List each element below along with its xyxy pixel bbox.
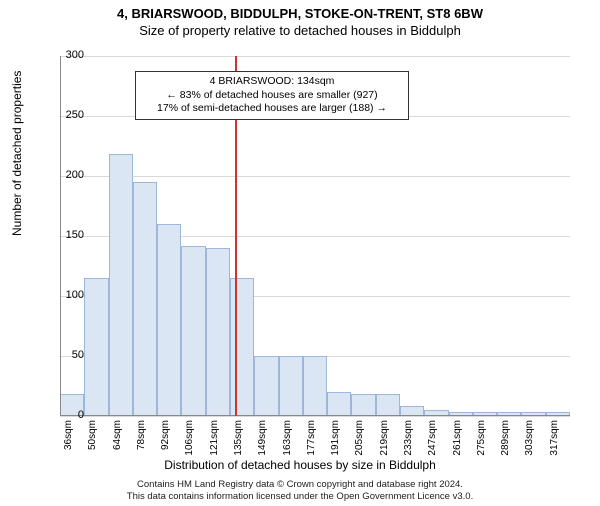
footer-line1: Contains HM Land Registry data © Crown c… xyxy=(0,479,600,490)
y-tick-label: 100 xyxy=(54,289,84,301)
chart-subtitle: Size of property relative to detached ho… xyxy=(0,23,600,38)
y-tick-label: 250 xyxy=(54,109,84,121)
histogram-bar xyxy=(376,394,400,416)
y-tick-label: 50 xyxy=(54,349,84,361)
x-tick-label: 64sqm xyxy=(112,420,123,460)
x-tick-label: 106sqm xyxy=(184,420,195,460)
gridline xyxy=(60,176,570,177)
x-tick-label: 177sqm xyxy=(306,420,317,460)
x-tick-label: 261sqm xyxy=(452,420,463,460)
annotation-line1: 4 BRIARSWOOD: 134sqm xyxy=(142,75,402,89)
y-axis-label: Number of detached properties xyxy=(10,71,24,236)
x-axis-label: Distribution of detached houses by size … xyxy=(0,458,600,472)
histogram-bar xyxy=(181,246,205,416)
x-tick-label: 233sqm xyxy=(403,420,414,460)
histogram-bar xyxy=(254,356,278,416)
annotation-line2: ← 83% of detached houses are smaller (92… xyxy=(142,89,402,103)
histogram-bar xyxy=(109,154,133,416)
chart-title-address: 4, BRIARSWOOD, BIDDULPH, STOKE-ON-TRENT,… xyxy=(0,6,600,21)
histogram-bar xyxy=(351,394,375,416)
x-tick-label: 317sqm xyxy=(549,420,560,460)
histogram-bar xyxy=(206,248,230,416)
histogram-bar xyxy=(327,392,351,416)
x-axis-line xyxy=(60,415,570,416)
gridline xyxy=(60,56,570,57)
annotation-box: 4 BRIARSWOOD: 134sqm ← 83% of detached h… xyxy=(135,71,409,120)
x-tick-label: 50sqm xyxy=(87,420,98,460)
y-tick-label: 200 xyxy=(54,169,84,181)
histogram-bar xyxy=(84,278,108,416)
x-tick-label: 275sqm xyxy=(476,420,487,460)
footer-line2: This data contains information licensed … xyxy=(0,491,600,502)
histogram-bar xyxy=(303,356,327,416)
histogram-bar xyxy=(157,224,181,416)
x-tick-label: 36sqm xyxy=(63,420,74,460)
x-tick-label: 92sqm xyxy=(160,420,171,460)
footer-text: Contains HM Land Registry data © Crown c… xyxy=(0,479,600,502)
histogram-bar xyxy=(279,356,303,416)
y-tick-label: 300 xyxy=(54,49,84,61)
x-tick-label: 219sqm xyxy=(379,420,390,460)
x-tick-label: 135sqm xyxy=(233,420,244,460)
chart-container: 4, BRIARSWOOD, BIDDULPH, STOKE-ON-TRENT,… xyxy=(0,6,600,506)
x-tick-label: 247sqm xyxy=(427,420,438,460)
x-tick-label: 205sqm xyxy=(354,420,365,460)
histogram-bar xyxy=(133,182,157,416)
x-tick-label: 163sqm xyxy=(282,420,293,460)
annotation-line3: 17% of semi-detached houses are larger (… xyxy=(142,102,402,116)
histogram-bar xyxy=(230,278,254,416)
x-tick-label: 303sqm xyxy=(524,420,535,460)
x-tick-label: 78sqm xyxy=(136,420,147,460)
gridline xyxy=(60,416,570,417)
x-tick-label: 121sqm xyxy=(209,420,220,460)
x-tick-label: 191sqm xyxy=(330,420,341,460)
y-tick-label: 150 xyxy=(54,229,84,241)
x-tick-label: 149sqm xyxy=(257,420,268,460)
x-tick-label: 289sqm xyxy=(500,420,511,460)
